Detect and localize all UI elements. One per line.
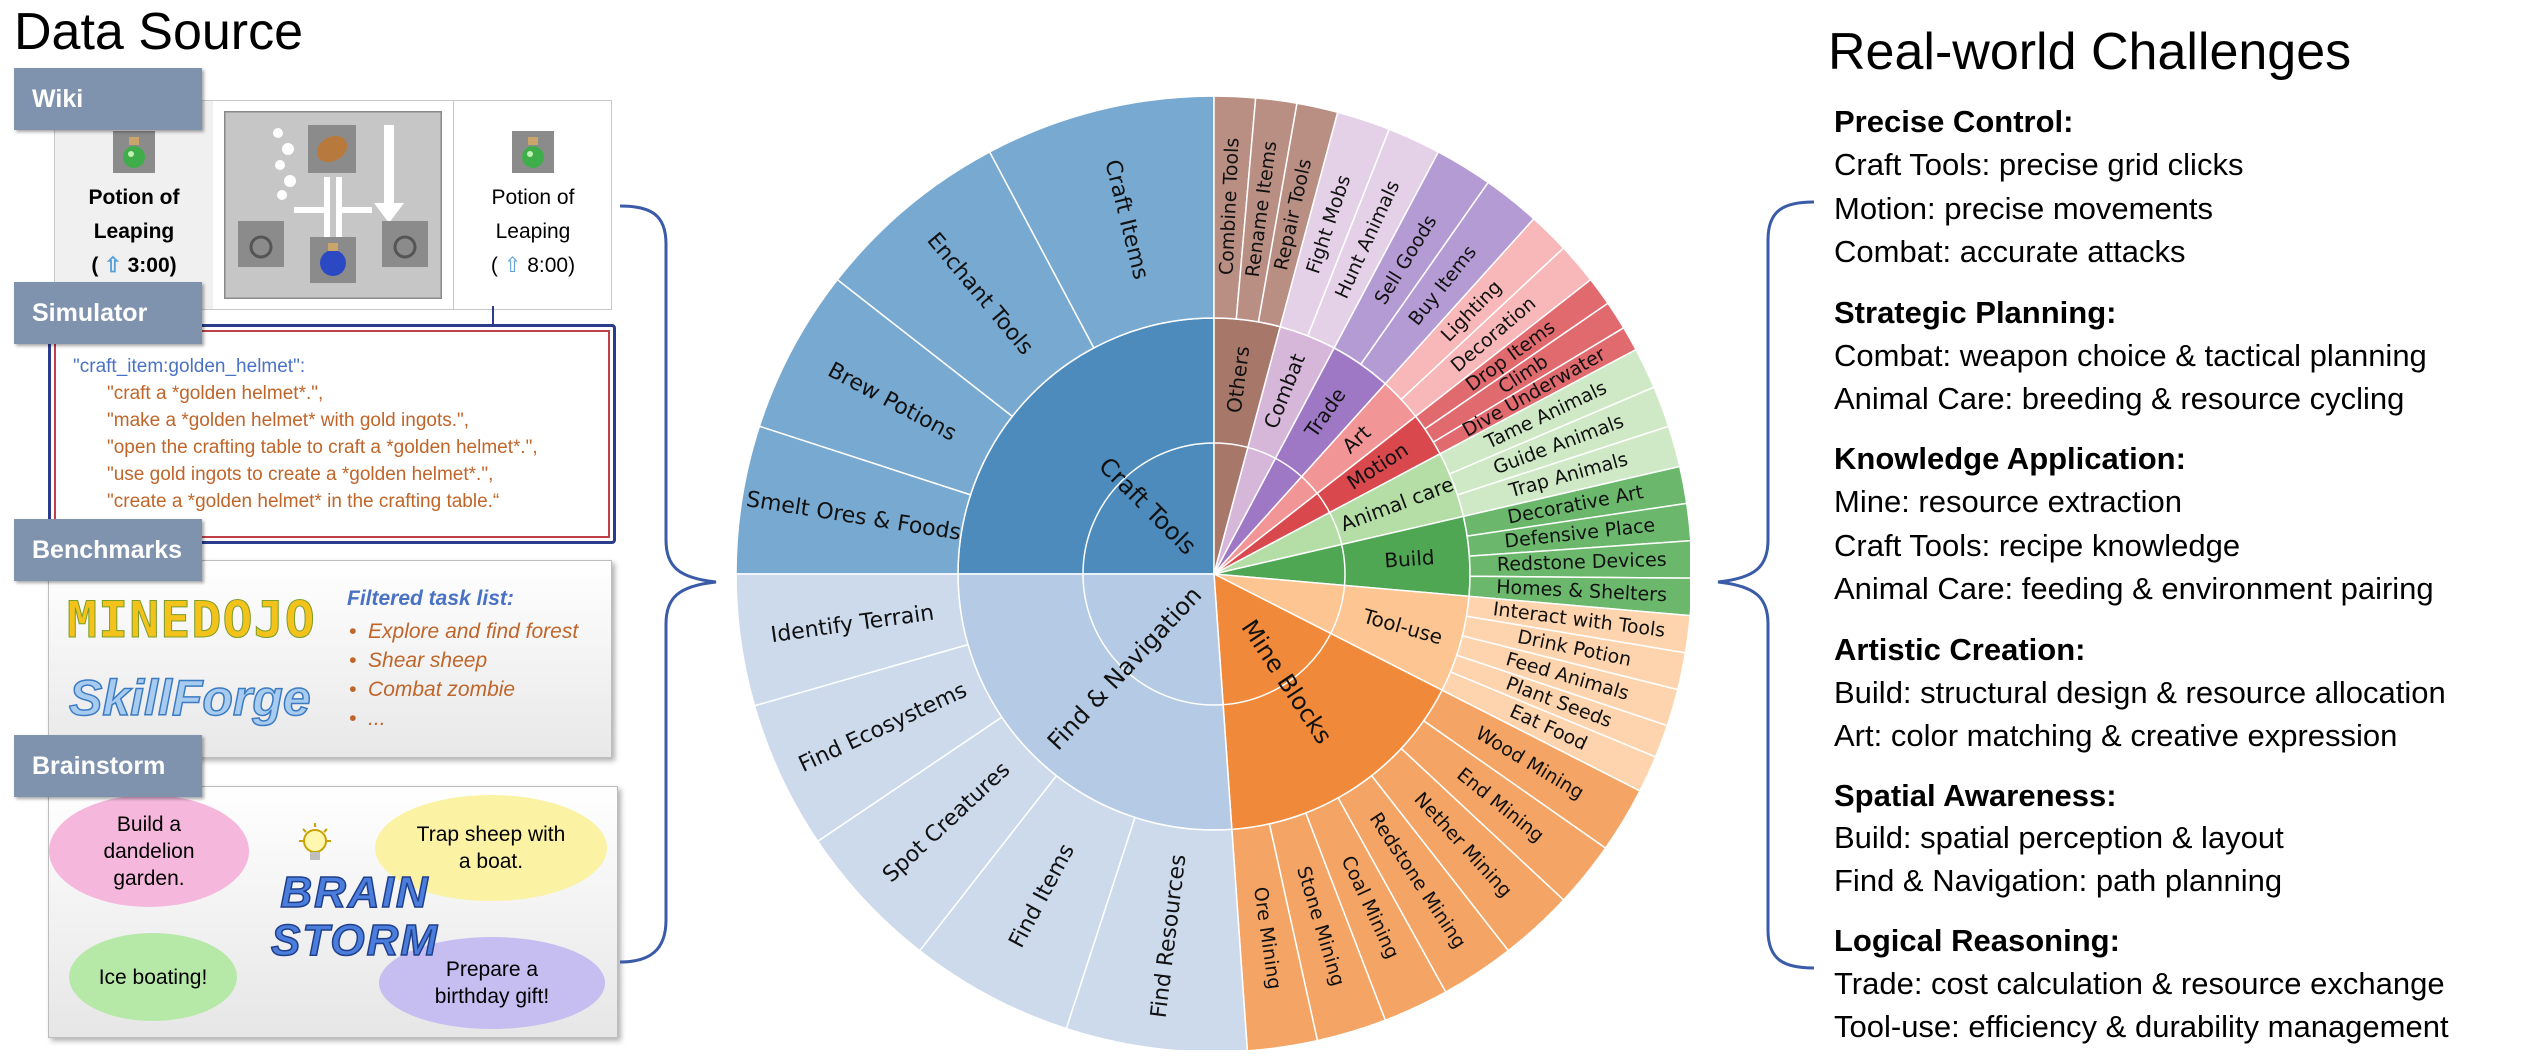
challenge-line: Animal Care: feeding & environment pairi… bbox=[1834, 571, 2434, 606]
task-list: • Explore and find forest • Shear sheep … bbox=[349, 617, 581, 733]
idea-cloud: Build a dandelion garden. bbox=[49, 795, 249, 907]
sim-line: "craft a *golden helmet*.", bbox=[107, 383, 324, 404]
wiki-left-time: ( ⇧ 3:00) bbox=[91, 254, 177, 277]
brainstorm-wordart: BRAIN STORM bbox=[270, 868, 440, 966]
task-list-title: Filtered task list: bbox=[347, 587, 514, 610]
challenge-line: Mine: resource extraction bbox=[1834, 484, 2183, 519]
challenge-heading: Artistic Creation: bbox=[1834, 632, 2086, 667]
potion-icon bbox=[113, 131, 155, 173]
outer-segment-brew-potions bbox=[758, 278, 1014, 496]
challenge-line: Build: spatial perception & layout bbox=[1834, 820, 2284, 855]
potion-icon bbox=[512, 131, 554, 173]
challenge-heading: Precise Control: bbox=[1834, 104, 2074, 139]
center-ring bbox=[1082, 442, 1346, 706]
real-world-title: Real-world Challenges bbox=[1828, 23, 2352, 81]
challenge-line: Trade: cost calculation & resource excha… bbox=[1834, 966, 2445, 1001]
idea-cloud: Trap sheep with a boat. bbox=[375, 795, 607, 901]
wiki-left-name-1: Potion of bbox=[88, 186, 180, 209]
challenge-line: Build: structural design & resource allo… bbox=[1834, 675, 2446, 710]
sim-line: "make a *golden helmet* with gold ingots… bbox=[107, 410, 470, 431]
sim-line: "create a *golden helmet* in the craftin… bbox=[107, 491, 500, 512]
lightbulb-icon bbox=[295, 821, 335, 876]
right-brace bbox=[1717, 200, 1815, 970]
challenge-line: Art: color matching & creative expressio… bbox=[1834, 718, 2398, 753]
wiki-right-name-1: Potion of bbox=[491, 186, 575, 209]
minedojo-logo: MINEDOJO bbox=[67, 591, 316, 650]
list-item: • Combat zombie bbox=[349, 678, 516, 701]
tab-simulator: Simulator bbox=[14, 282, 202, 344]
brainstorm-card: Build a dandelion garden. Trap sheep wit… bbox=[48, 786, 618, 1038]
sim-line-key: "craft_item:golden_helmet": bbox=[73, 356, 306, 377]
list-item: • ... bbox=[349, 707, 386, 730]
wiki-potion-right: Potion of Leaping ( ⇧ 8:00) bbox=[453, 101, 612, 309]
challenge-heading: Logical Reasoning: bbox=[1834, 923, 2120, 958]
wiki-left-name-2: Leaping bbox=[93, 220, 175, 243]
idea-cloud: Ice boating! bbox=[69, 933, 237, 1021]
challenge-line: Combat: weapon choice & tactical plannin… bbox=[1834, 338, 2427, 373]
arrow-up-icon: ⇧ bbox=[104, 254, 122, 277]
arrow-up-icon: ⇧ bbox=[503, 254, 522, 277]
challenge-heading: Spatial Awareness: bbox=[1834, 778, 2117, 813]
skillforge-logo: SkillForge bbox=[68, 669, 311, 727]
wiki-card: Potion of Leaping ( ⇧ 3:00) Potion of Le… bbox=[54, 100, 612, 310]
left-brace bbox=[619, 204, 717, 964]
challenge-line: Combat: accurate attacks bbox=[1834, 234, 2186, 269]
challenge-line: Craft Tools: recipe knowledge bbox=[1834, 528, 2241, 563]
tab-wiki: Wiki bbox=[14, 68, 202, 130]
wiki-right-name-2: Leaping bbox=[495, 220, 571, 243]
challenge-line: Tool-use: efficiency & durability manage… bbox=[1834, 1009, 2449, 1044]
inner-label-build: Build bbox=[1384, 545, 1436, 572]
sim-line: "open the crafting table to craft a *gol… bbox=[107, 437, 538, 458]
sim-line: "use gold ingots to create a *golden hel… bbox=[107, 464, 494, 485]
challenge-heading: Strategic Planning: bbox=[1834, 295, 2117, 330]
simulator-card: "craft_item:golden_helmet": "craft a *go… bbox=[48, 324, 616, 544]
challenge-line: Animal Care: breeding & resource cycling bbox=[1834, 381, 2405, 416]
idea-cloud: Prepare a birthday gift! bbox=[379, 937, 605, 1029]
challenge-heading: Knowledge Application: bbox=[1834, 441, 2186, 476]
outer-label-redstone-devices: Redstone Devices bbox=[1497, 549, 1667, 576]
challenge-line: Find & Navigation: path planning bbox=[1834, 863, 2283, 898]
tab-benchmarks: Benchmarks bbox=[14, 519, 202, 581]
connector-line bbox=[492, 306, 494, 328]
challenge-line: Craft Tools: precise grid clicks bbox=[1834, 147, 2244, 182]
list-item: • Explore and find forest bbox=[349, 620, 579, 643]
challenge-line: Motion: precise movements bbox=[1834, 191, 2214, 226]
data-source-title: Data Source bbox=[14, 3, 304, 61]
outer-segment-smelt-ores-and-foods bbox=[735, 425, 972, 575]
outer-segment-enchant-tools bbox=[836, 150, 1095, 418]
tab-brainstorm: Brainstorm bbox=[14, 735, 202, 797]
wiki-right-time: ( ⇧ 8:00) bbox=[490, 254, 576, 277]
outer-segment-identify-terrain bbox=[735, 573, 969, 707]
wiki-potion-left: Potion of Leaping ( ⇧ 3:00) bbox=[55, 101, 213, 309]
benchmarks-card: MINEDOJO SkillForge Filtered task list: … bbox=[48, 560, 612, 758]
list-item: • Shear sheep bbox=[349, 649, 488, 672]
brewing-stand-graphic bbox=[213, 101, 453, 309]
